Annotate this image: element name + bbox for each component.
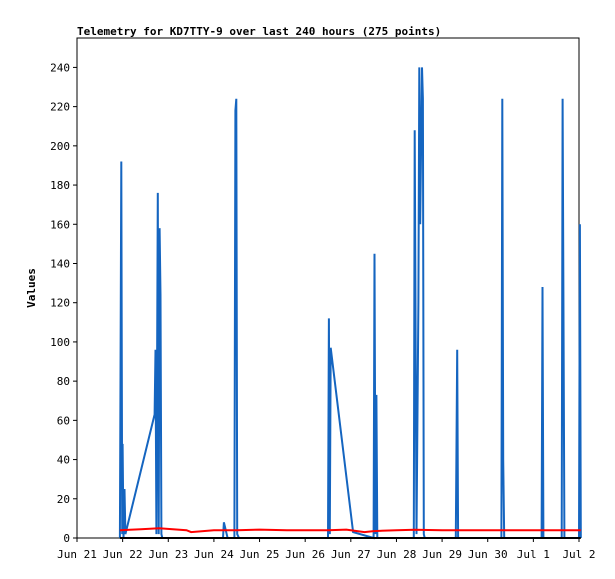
y-tick-label: 20 [57,493,70,506]
y-axis: 0 20 40 60 80 100 120 140 160 180 200 220 240 [50,61,77,545]
series-line-1 [119,527,581,534]
y-tick-label: 180 [50,179,70,192]
x-tick-label: Jul 1 [517,548,550,561]
x-tick-label: Jul 2 [562,548,595,561]
y-tick-label: 220 [50,101,70,114]
y-tick-label: 240 [50,61,70,74]
x-tick-label: Jun 23 [148,548,188,561]
y-tick-label: 60 [57,414,70,427]
y-axis-label: Values [25,268,38,308]
y-tick-label: 160 [50,218,70,231]
x-tick-label: Jun 28 [377,548,417,561]
series-layer [118,67,582,540]
x-tick-label: Jun 22 [103,548,143,561]
chart-title: Telemetry for KD7TTY-9 over last 240 hou… [77,25,441,38]
x-tick-label: Jun 27 [331,548,371,561]
x-tick-label: Jun 30 [468,548,508,561]
y-tick-label: 40 [57,454,70,467]
y-tick-label: 100 [50,336,70,349]
x-tick-label: Jun 21 [57,548,97,561]
x-axis: Jun 21 Jun 22 Jun 23 Jun 24 Jun 25 Jun 26 Jun … [57,538,596,561]
y-tick-label: 0 [63,532,70,545]
y-tick-label: 200 [50,140,70,153]
y-tick-label: 120 [50,297,70,310]
x-tick-label: Jun 25 [240,548,280,561]
y-tick-label: 80 [57,375,70,388]
x-tick-label: Jun 24 [194,548,234,561]
x-tick-label: Jun 26 [285,548,325,561]
series-line-0 [118,67,582,540]
x-tick-label: Jun 29 [422,548,462,561]
y-tick-label: 140 [50,257,70,270]
